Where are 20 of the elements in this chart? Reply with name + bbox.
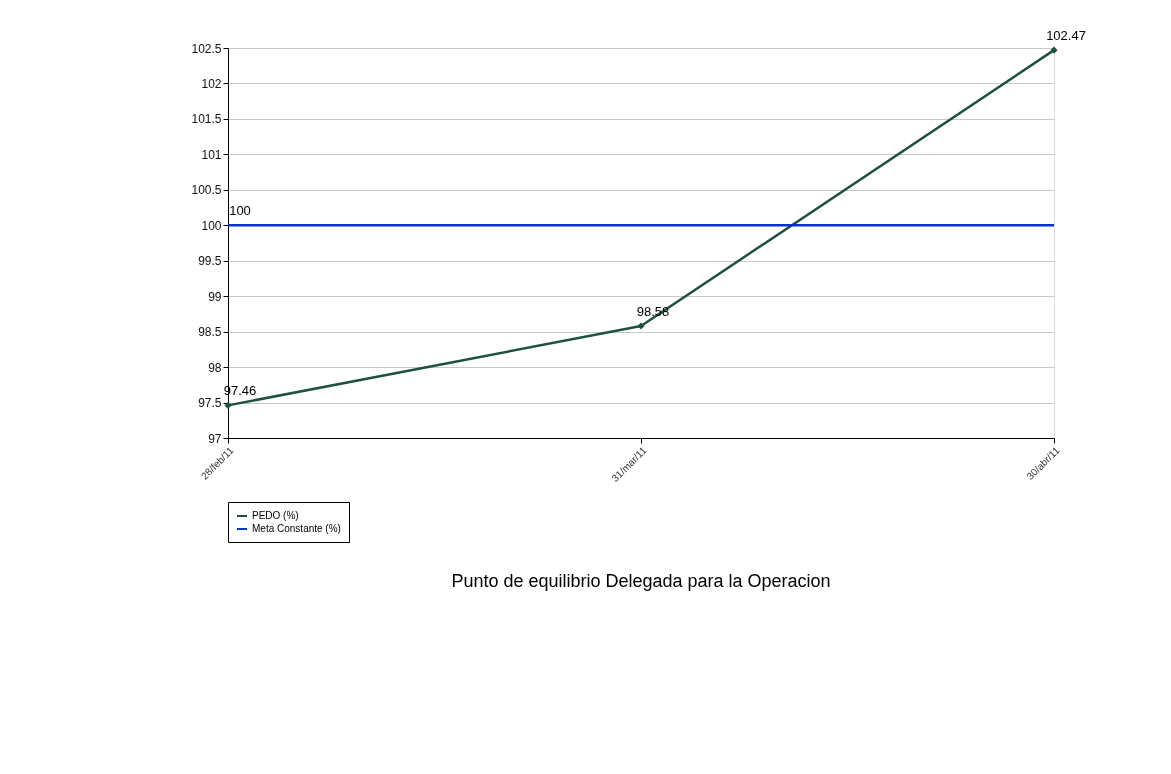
- y-tick-label: 97.5: [198, 396, 222, 411]
- y-tick-label: 100: [201, 218, 222, 233]
- y-tick-label: 101.5: [191, 112, 222, 127]
- data-label: 102.47: [1046, 28, 1086, 44]
- y-tick-label: 100.5: [191, 183, 222, 198]
- y-tick-label: 99: [208, 289, 222, 304]
- data-label: 100: [229, 203, 251, 219]
- point: [1050, 46, 1058, 54]
- point: [224, 401, 232, 409]
- y-tick-label: 98: [208, 360, 222, 375]
- y-tick-label: 98.5: [198, 325, 222, 340]
- legend-label: Meta Constante (%): [252, 523, 341, 534]
- y-tick-label: 102.5: [191, 41, 222, 56]
- y-tick-label: 102: [201, 76, 222, 91]
- legend-label: PEDO (%): [252, 510, 299, 521]
- y-tick-label: 97: [208, 431, 222, 446]
- y-tick-label: 99.5: [198, 254, 222, 269]
- text: Punto de equilibrio Delegada para la Operacion: [451, 570, 831, 591]
- point: [637, 322, 645, 330]
- y-tick-label: 101: [201, 147, 222, 162]
